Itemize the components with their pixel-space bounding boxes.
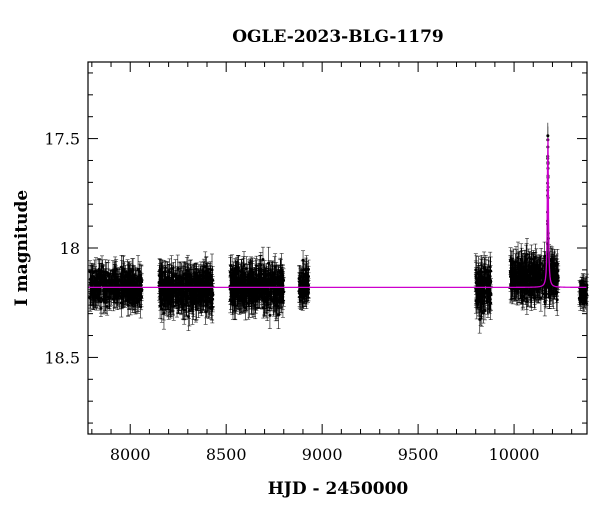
data-point: [256, 296, 260, 300]
chart-title: OGLE-2023-BLG-1179: [232, 27, 444, 47]
data-point: [169, 299, 173, 303]
data-point: [126, 281, 130, 285]
data-point: [96, 293, 100, 297]
data-point: [102, 274, 106, 278]
data-point: [235, 272, 239, 276]
data-point: [204, 269, 208, 273]
data-point: [130, 270, 134, 274]
data-point: [164, 281, 168, 285]
data-point: [194, 308, 198, 312]
season-1: [88, 255, 144, 319]
data-point: [185, 294, 189, 298]
data-point: [92, 296, 96, 300]
data-point: [194, 290, 198, 294]
data-point: [158, 304, 162, 308]
data-point: [116, 290, 120, 294]
data-point: [187, 281, 191, 285]
data-point: [98, 274, 102, 278]
data-point: [108, 296, 112, 300]
data-point: [202, 279, 206, 283]
data-point: [163, 288, 167, 292]
data-point: [109, 280, 113, 284]
data-point: [101, 298, 105, 302]
data-point: [273, 265, 277, 269]
data-point: [96, 281, 100, 285]
data-point: [200, 297, 204, 301]
season-2: [157, 251, 215, 331]
data-point: [114, 296, 118, 300]
data-point: [210, 288, 214, 292]
data-point: [210, 268, 214, 272]
data-point: [192, 278, 196, 282]
plot-area: [88, 122, 589, 334]
data-point: [103, 300, 107, 304]
data-point: [159, 283, 163, 287]
data-point: [137, 277, 141, 281]
data-point: [174, 283, 178, 287]
data-point: [181, 305, 185, 309]
data-point: [174, 287, 178, 291]
data-point: [233, 267, 237, 271]
data-point: [119, 301, 123, 305]
data-point: [99, 306, 103, 310]
data-point: [201, 274, 205, 278]
data-point: [89, 275, 93, 279]
data-point: [261, 258, 265, 262]
data-point: [99, 276, 103, 280]
data-point: [172, 304, 176, 308]
data-point: [120, 274, 124, 278]
data-point: [170, 266, 174, 270]
data-point: [88, 296, 92, 300]
data-point: [183, 277, 187, 281]
data-point: [138, 294, 142, 298]
data-point: [119, 279, 123, 283]
data-point: [281, 273, 285, 277]
data-point: [97, 267, 101, 271]
data-point: [123, 289, 127, 293]
data-point: [185, 268, 189, 272]
data-point: [162, 297, 166, 301]
data-point: [176, 267, 180, 271]
data-point: [262, 296, 266, 300]
data-point: [114, 268, 118, 272]
data-point: [105, 305, 109, 309]
data-point: [256, 291, 260, 295]
data-point: [103, 278, 107, 282]
season-3: [228, 246, 286, 329]
data-point: [196, 301, 200, 305]
data-point: [165, 276, 169, 280]
data-point: [211, 291, 215, 295]
data-point: [177, 292, 181, 296]
data-point: [134, 276, 138, 280]
data-point: [160, 274, 164, 278]
data-point: [190, 297, 194, 301]
data-point: [197, 284, 201, 288]
data-point: [169, 280, 173, 284]
data-point: [99, 296, 103, 300]
data-point: [106, 274, 110, 278]
data-point: [91, 280, 95, 284]
